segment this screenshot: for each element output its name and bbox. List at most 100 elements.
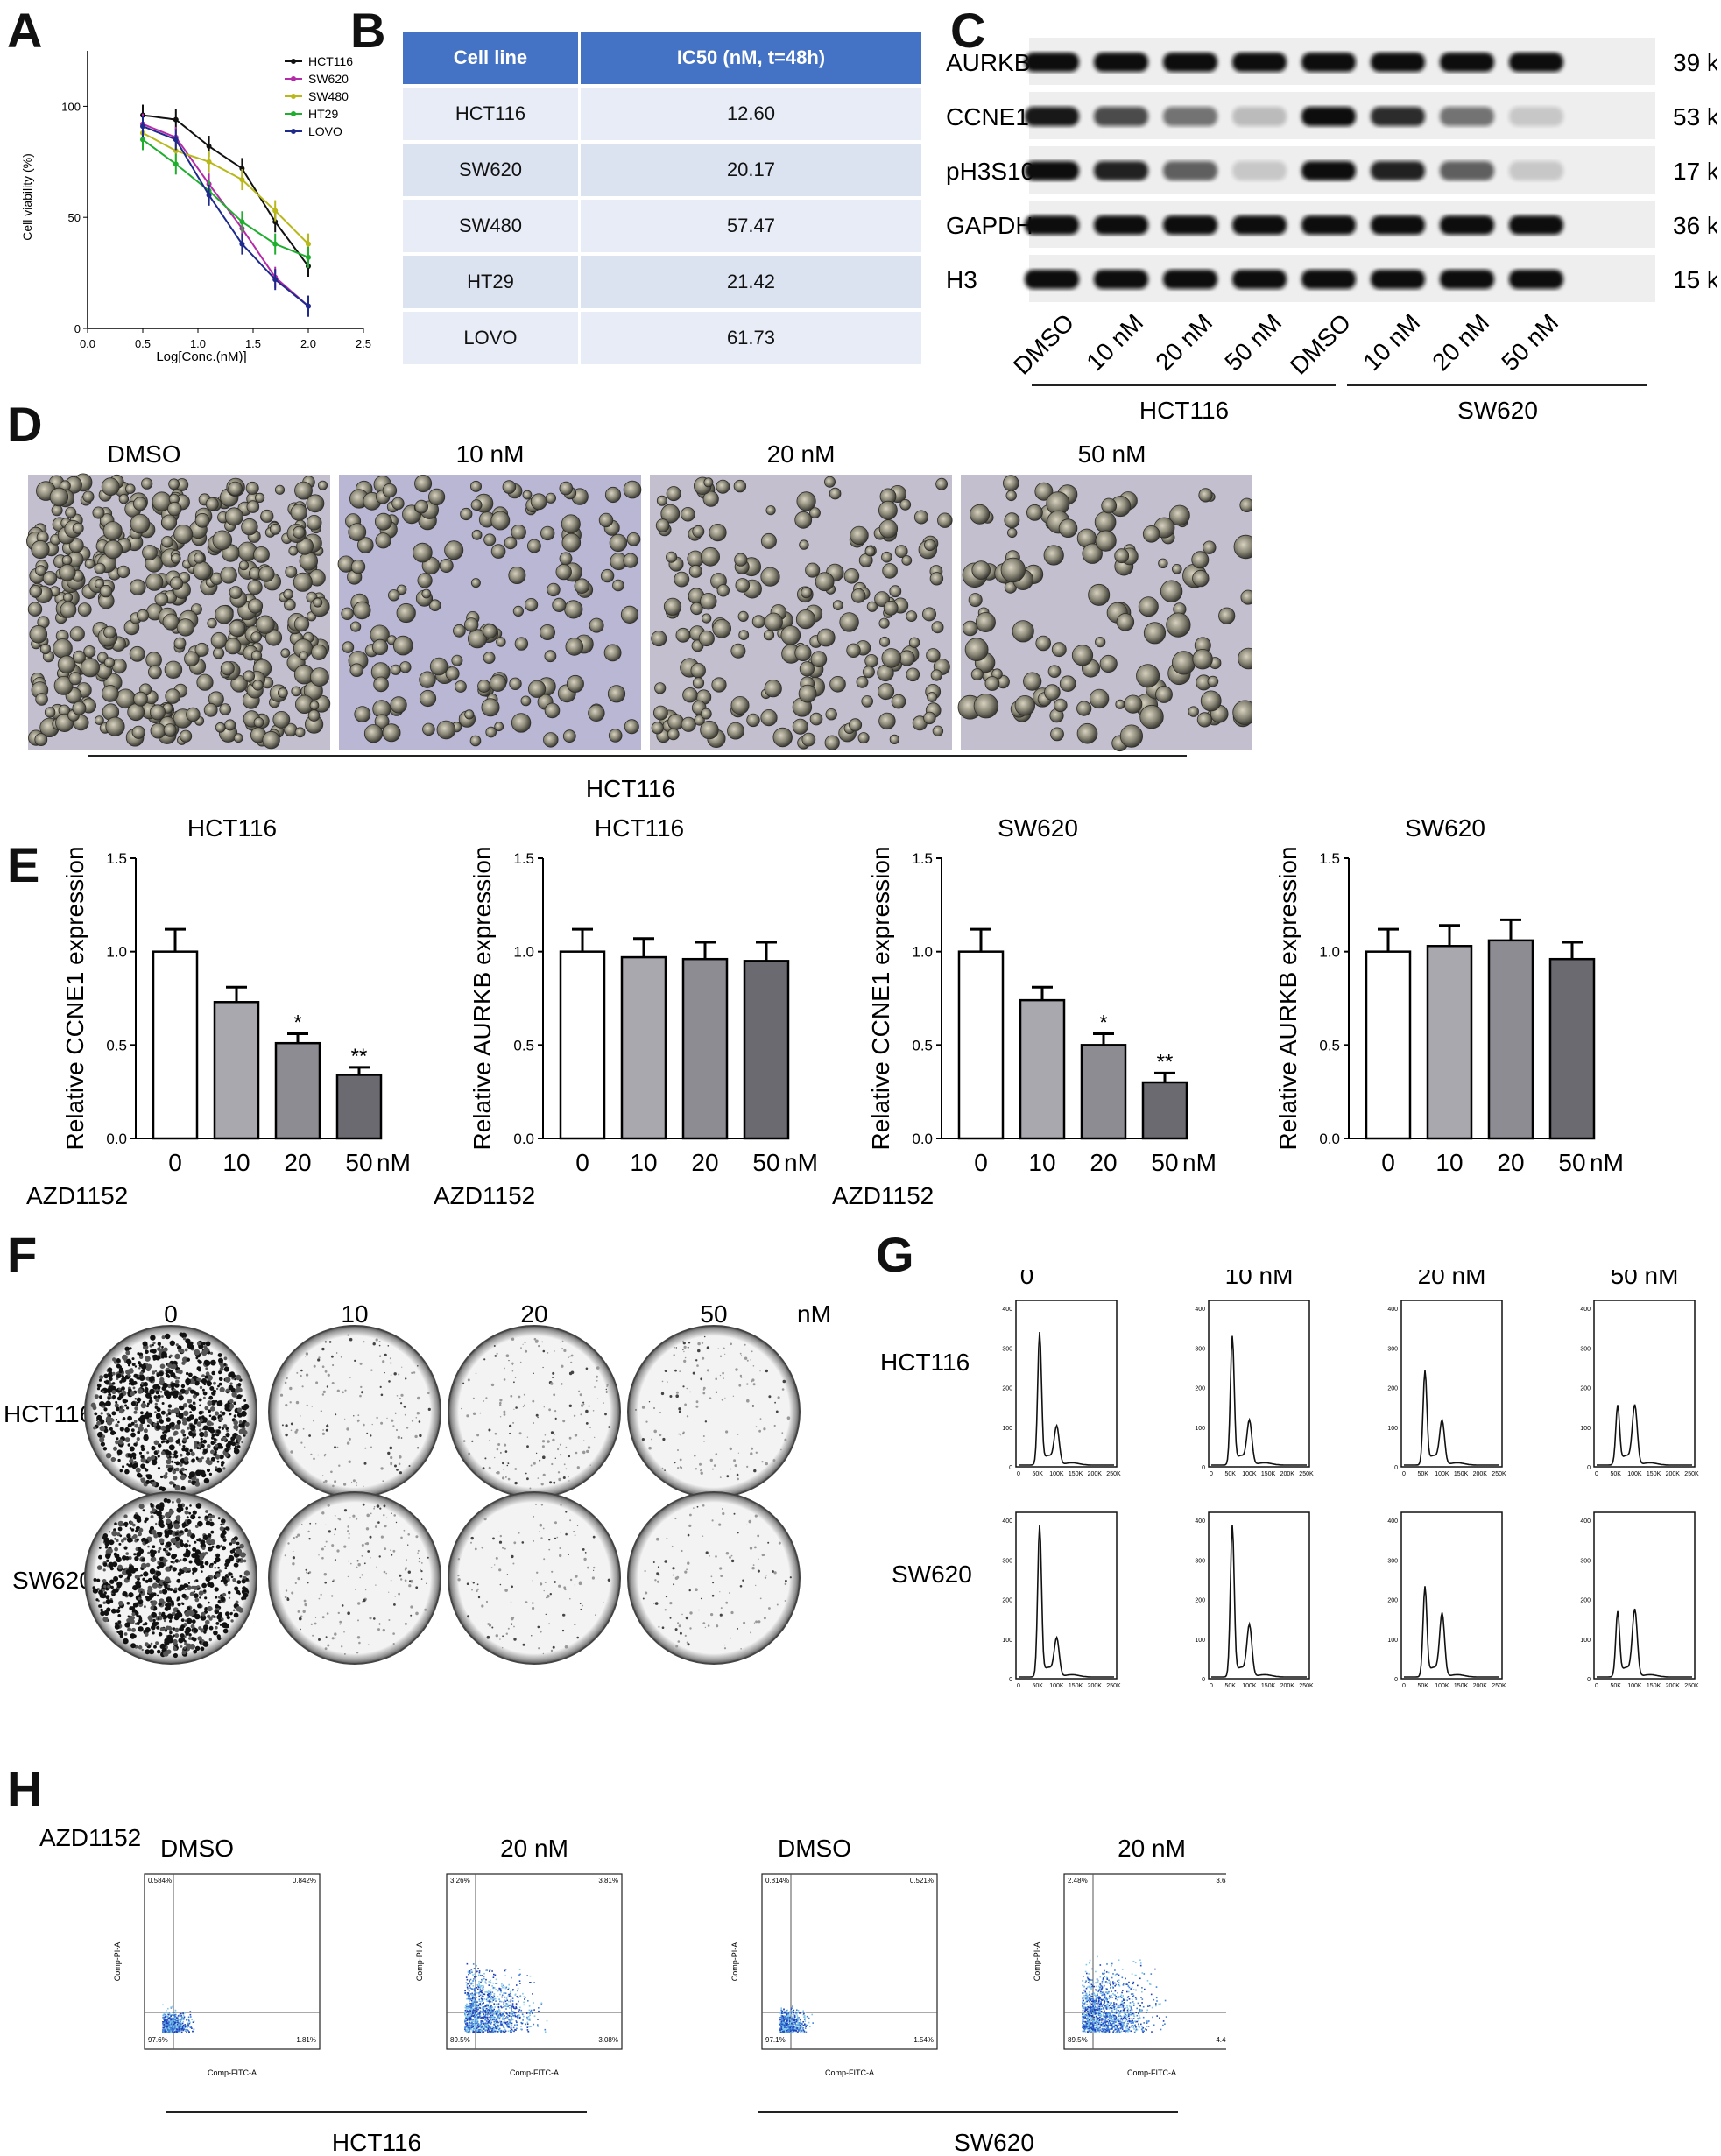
colony <box>201 1342 206 1346</box>
colony <box>711 1519 714 1522</box>
colony <box>152 1349 157 1354</box>
cell <box>1094 511 1117 533</box>
colony <box>292 1562 295 1566</box>
colony <box>119 1380 123 1384</box>
colony <box>394 1464 397 1468</box>
colony <box>114 1537 117 1540</box>
event-dot <box>192 2021 194 2023</box>
cell <box>470 578 481 588</box>
event-dot <box>166 2012 169 2014</box>
colony <box>340 1356 342 1358</box>
cell <box>764 612 783 631</box>
cell <box>165 688 181 704</box>
colony <box>152 1479 155 1483</box>
event-dot <box>470 2003 472 2005</box>
cell <box>63 592 74 602</box>
colony <box>488 1624 492 1627</box>
cell <box>801 732 816 747</box>
colony <box>159 1538 165 1544</box>
colony <box>185 1626 192 1633</box>
colony <box>220 1445 224 1449</box>
colony <box>594 1386 596 1388</box>
colony <box>119 1427 124 1432</box>
colony <box>389 1446 393 1450</box>
event-dot <box>511 2008 512 2010</box>
y-axis-label: Relative CCNE1 expression <box>61 846 88 1150</box>
cell <box>81 658 101 678</box>
cell <box>72 522 84 534</box>
colony <box>561 1383 563 1385</box>
y-tick-label: 400 <box>1195 1518 1205 1525</box>
cell <box>354 706 371 723</box>
event-dot <box>164 2019 166 2021</box>
y-tick-label: 0 <box>1587 1677 1591 1683</box>
colony <box>583 1557 587 1561</box>
cell <box>382 723 401 743</box>
cell <box>1155 686 1173 703</box>
colony <box>105 1400 111 1407</box>
colony <box>512 1421 515 1424</box>
cell <box>878 519 899 539</box>
colony <box>547 1440 550 1443</box>
colony <box>157 1549 161 1554</box>
colony <box>327 1504 330 1507</box>
event-dot <box>511 2028 513 2031</box>
colony <box>134 1406 138 1411</box>
colony <box>166 1417 171 1422</box>
cell <box>186 707 201 722</box>
event-dot <box>511 1997 514 1999</box>
cell <box>258 566 275 582</box>
colony <box>180 1485 186 1491</box>
colony <box>356 1560 359 1562</box>
cell <box>931 621 944 634</box>
event-dot <box>176 2025 179 2027</box>
colony <box>777 1396 780 1399</box>
cell <box>846 643 861 659</box>
colony <box>196 1441 200 1445</box>
colony <box>592 1410 595 1412</box>
colony <box>348 1437 351 1441</box>
cell <box>94 562 106 574</box>
quadrant-q4: 97.6% <box>148 2036 168 2044</box>
blot-band <box>1232 270 1287 289</box>
colony <box>127 1363 130 1367</box>
cell <box>490 511 511 531</box>
cell <box>274 484 286 495</box>
colony <box>175 1379 180 1384</box>
event-dot <box>483 1976 485 1977</box>
colony <box>179 1462 183 1467</box>
cell <box>688 564 702 578</box>
colony <box>190 1451 195 1456</box>
x-tick-label: 250K <box>1106 1683 1121 1689</box>
colony <box>116 1437 119 1441</box>
colony <box>390 1374 392 1376</box>
colony <box>214 1441 217 1444</box>
colony <box>331 1637 335 1640</box>
panel-label-f: F <box>7 1227 38 1282</box>
event-dot <box>176 2023 179 2025</box>
colony <box>187 1532 192 1537</box>
colony <box>526 1445 529 1448</box>
cell <box>682 687 698 703</box>
colony <box>210 1441 215 1445</box>
colony <box>152 1370 156 1375</box>
colony <box>483 1358 486 1361</box>
x-tick-label: 150K <box>1454 1471 1469 1477</box>
colony <box>124 1346 130 1352</box>
cell <box>675 627 691 643</box>
event-dot <box>176 2019 178 2022</box>
colony <box>170 1383 175 1388</box>
chart-title: HCT116 <box>187 814 277 842</box>
colony <box>99 1395 102 1399</box>
panel-label-a: A <box>7 3 43 58</box>
colony <box>786 1416 791 1420</box>
colony <box>648 1446 652 1450</box>
cell <box>171 553 181 564</box>
colony <box>594 1436 596 1439</box>
table-cell: 12.60 <box>580 88 921 140</box>
colony <box>152 1341 156 1345</box>
colony <box>133 1442 137 1447</box>
colony <box>681 1549 683 1553</box>
colony <box>426 1582 427 1584</box>
event-dot <box>175 2020 178 2023</box>
